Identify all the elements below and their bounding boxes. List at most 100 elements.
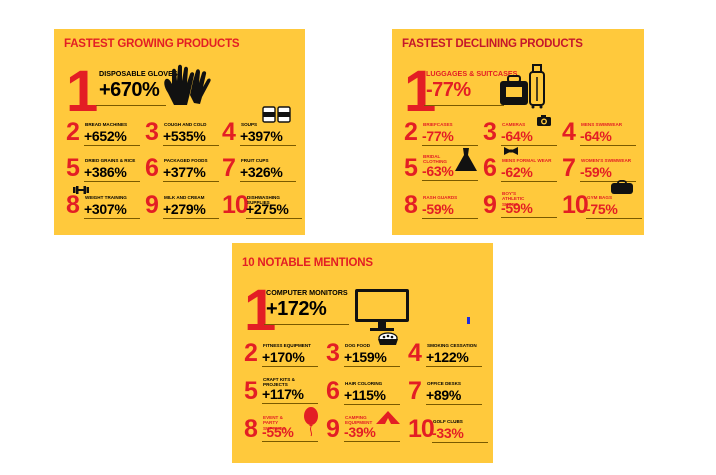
item-rank: 2 — [66, 120, 79, 145]
hero-name: COMPUTER MONITORS — [266, 288, 348, 297]
item-value: +89% — [426, 387, 461, 403]
item-name: WEIGHT TRAINING — [85, 195, 127, 200]
item-name: GOLF CLUBS — [433, 419, 463, 424]
list-item: 3 COUGH AND COLD +535% — [145, 120, 225, 148]
list-item: 9 BOY'S ATHLETIC SHOES -59% — [483, 189, 563, 217]
item-rank: 3 — [145, 120, 158, 145]
item-rank: 5 — [244, 379, 257, 404]
item-value: +377% — [163, 164, 205, 180]
item-rank: 2 — [244, 341, 257, 366]
item-rank: 6 — [326, 379, 339, 404]
camera-icon — [537, 115, 551, 126]
item-rank: 4 — [222, 120, 235, 145]
hero-divider — [96, 105, 166, 106]
item-divider — [580, 145, 636, 146]
item-rank: 2 — [404, 120, 417, 145]
panel-title: FASTEST DECLINING PRODUCTS — [402, 38, 583, 50]
list-item: 2 BRIEFCASES -77% — [404, 120, 484, 148]
item-rank: 3 — [326, 341, 339, 366]
item-value: +326% — [240, 164, 282, 180]
item-name: WOMEN'S SWIMWEAR — [581, 158, 631, 163]
item-name: FRUIT CUPS — [241, 158, 269, 163]
list-item: 5 CRAFT KITS & PROJECTS +117% — [244, 375, 324, 403]
item-divider — [84, 181, 140, 182]
list-item: 8 RASH GUARDS -59% — [404, 193, 484, 221]
item-divider — [246, 218, 302, 219]
list-item: 4 SMOKING CESSATION +122% — [408, 341, 488, 369]
item-divider — [344, 366, 400, 367]
item-name: HAIR COLORING — [345, 381, 382, 386]
item-divider — [262, 366, 318, 367]
item-value: +397% — [240, 128, 282, 144]
item-name: CAMERAS — [502, 122, 525, 127]
item-name: RASH GUARDS — [423, 195, 457, 200]
item-divider — [426, 404, 482, 405]
item-value: +652% — [84, 128, 126, 144]
item-value: -55% — [262, 424, 293, 440]
soup-cans-icon — [262, 106, 292, 123]
item-rank: 4 — [562, 120, 575, 145]
item-name: FITNESS EQUIPMENT — [263, 343, 311, 348]
list-item: 10 DISHWASHING SUPPLIES +275% — [222, 193, 302, 221]
balloon-icon — [303, 407, 319, 437]
notable-mentions-panel: 10 NOTABLE MENTIONS 1 COMPUTER MONITORS … — [232, 243, 493, 463]
item-name: DOG FOOD — [345, 343, 370, 348]
item-divider — [163, 145, 219, 146]
item-value: +117% — [262, 386, 304, 402]
list-item: 10 GYM BAGS -75% — [562, 193, 642, 221]
item-name: SMOKING CESSATION — [427, 343, 477, 348]
list-item: 6 HAIR COLORING +115% — [326, 379, 406, 407]
list-item: 5 DRIED GRAINS & RICE +386% — [66, 156, 146, 184]
item-divider — [163, 218, 219, 219]
item-rank: 8 — [404, 193, 417, 218]
hero-value: -77% — [426, 79, 471, 102]
item-value: -33% — [432, 425, 463, 441]
item-name: COUGH AND COLD — [164, 122, 206, 127]
item-value: +122% — [426, 349, 468, 365]
hero-divider — [424, 105, 504, 106]
item-value: +115% — [344, 387, 386, 403]
list-item: 6 PACKAGED FOODS +377% — [145, 156, 225, 184]
item-divider — [84, 145, 140, 146]
item-divider — [344, 404, 400, 405]
list-item: 3 CAMERAS -64% — [483, 120, 563, 148]
item-value: -59% — [422, 201, 453, 217]
item-rank: 10 — [222, 193, 248, 218]
panel-title: 10 NOTABLE MENTIONS — [242, 257, 373, 269]
hero-value: +172% — [266, 298, 326, 321]
item-name: OFFICE DESKS — [427, 381, 461, 386]
tent-icon — [376, 411, 400, 424]
item-rank: 7 — [222, 156, 235, 181]
item-value: -63% — [422, 163, 453, 179]
list-item: 10 GOLF CLUBS -33% — [408, 417, 488, 445]
dog-food-bowl-icon — [377, 332, 399, 346]
hero-rank: 1 — [66, 63, 95, 121]
item-rank: 5 — [404, 156, 417, 181]
item-rank: 9 — [145, 193, 158, 218]
list-item: 7 FRUIT CUPS +326% — [222, 156, 302, 184]
bridal-dress-icon — [453, 148, 479, 172]
item-rank: 5 — [66, 156, 79, 181]
item-rank: 9 — [483, 193, 496, 218]
item-rank: 10 — [408, 417, 434, 442]
item-value: -75% — [586, 201, 617, 217]
item-name: MENS SWIMWEAR — [581, 122, 622, 127]
item-divider — [240, 181, 296, 182]
item-rank: 6 — [483, 156, 496, 181]
item-rank: 6 — [145, 156, 158, 181]
list-item: 8 WEIGHT TRAINING +307% — [66, 193, 146, 221]
item-divider — [262, 403, 318, 404]
item-divider — [84, 218, 140, 219]
item-value: +279% — [163, 201, 205, 217]
monitor-icon — [354, 288, 410, 332]
gloves-icon — [160, 63, 212, 107]
item-name: DRIED GRAINS & RICE — [85, 158, 135, 163]
item-divider — [422, 180, 478, 181]
item-divider — [432, 442, 488, 443]
item-name: GYM BAGS — [587, 195, 612, 200]
item-rank: 7 — [562, 156, 575, 181]
item-divider — [344, 441, 400, 442]
item-rank: 9 — [326, 417, 339, 442]
list-item: 4 SOUPS +397% — [222, 120, 302, 148]
item-divider — [501, 181, 557, 182]
